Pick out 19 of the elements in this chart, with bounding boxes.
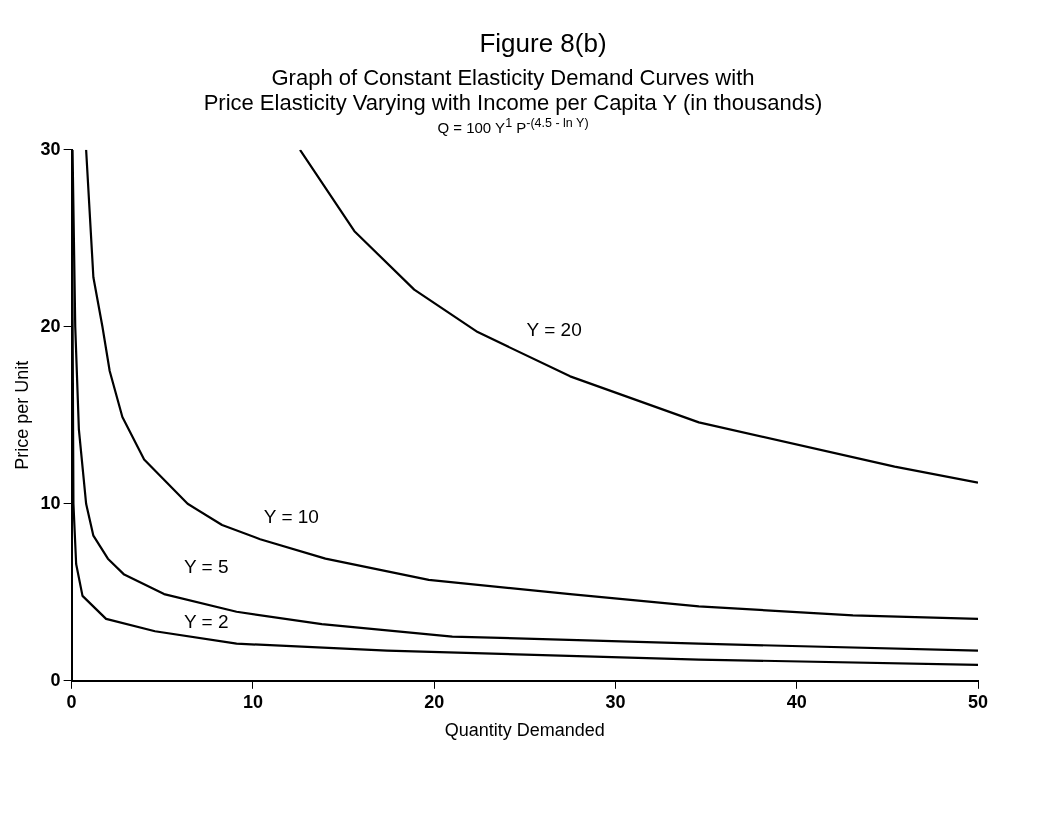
y-tick-label: 30 bbox=[40, 138, 61, 159]
x-tick-label: 10 bbox=[242, 691, 263, 712]
y-tick-label: 20 bbox=[40, 315, 61, 336]
series-label: Y = 5 bbox=[184, 555, 229, 577]
x-tick-label: 50 bbox=[967, 691, 989, 712]
y-axis-title: Price per Unit bbox=[11, 360, 32, 470]
x-tick-label: 40 bbox=[786, 691, 807, 712]
y-tick-label: 10 bbox=[40, 492, 61, 513]
text: Q = 100 Y$^{1}$ P$^{-(4.5 - ln Y)}$ bbox=[436, 115, 590, 136]
chart-title: Figure 8(b) bbox=[478, 28, 608, 59]
series-label: Y = 10 bbox=[263, 505, 319, 527]
series-label: Y = 2 bbox=[184, 610, 229, 632]
x-tick-label: 30 bbox=[605, 691, 626, 712]
x-tick-label: 20 bbox=[424, 691, 445, 712]
series-label: Y = 20 bbox=[526, 318, 582, 340]
x-tick-label: 0 bbox=[66, 691, 77, 712]
y-tick-label: 0 bbox=[50, 669, 61, 690]
chart-subtitle: Graph of Constant Elasticity Demand Curves with Price Elasticity Varying with Income per Capita Y (in thousands) bbox=[202, 65, 824, 116]
x-axis-title: Quantity Demanded bbox=[444, 719, 605, 740]
